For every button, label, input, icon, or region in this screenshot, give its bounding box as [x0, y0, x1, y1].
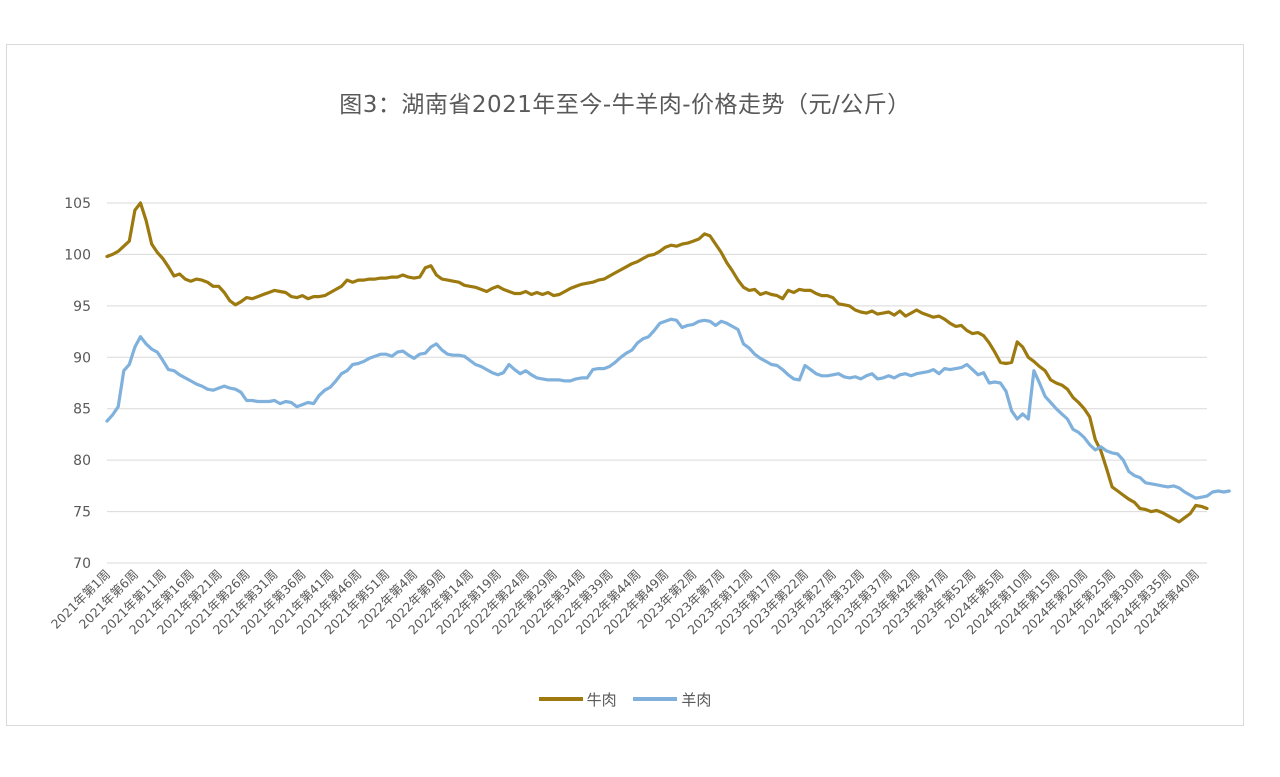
y-tick-label: 75: [73, 505, 91, 521]
legend: 牛肉 羊肉: [7, 687, 1243, 710]
series-line-mutton: [105, 317, 1231, 500]
series-lines: [105, 201, 1231, 524]
chart-title: 图3：湖南省2021年至今-牛羊肉-价格走势（元/公斤）: [339, 92, 911, 118]
legend-item-beef[interactable]: 牛肉: [538, 689, 617, 710]
y-axis-ticks: 70 75 80 85 90 95 100 105: [64, 196, 91, 572]
y-tick-label: 105: [64, 196, 91, 212]
y-tick-label: 70: [73, 556, 91, 572]
legend-swatch-mutton: [633, 697, 678, 701]
grid-lines: [107, 202, 1207, 564]
legend-label-mutton: 羊肉: [681, 690, 712, 709]
y-tick-label: 85: [73, 402, 91, 418]
y-tick-label: 90: [73, 350, 91, 366]
x-axis-ticks: 2021年第1周2021年第6周2021年第11周2021年第16周2021年第…: [48, 567, 1202, 638]
legend-item-mutton[interactable]: 羊肉: [633, 689, 711, 710]
line-chart: 70 75 80 85 90 95 100 105 2021年第1周2021年第6周2021年…: [48, 196, 1231, 638]
y-tick-label: 80: [73, 453, 91, 469]
y-tick-label: 95: [73, 299, 91, 315]
legend-label-beef: 牛肉: [586, 690, 617, 709]
y-tick-label: 100: [64, 247, 91, 263]
legend-swatch-beef: [538, 697, 583, 701]
chart-frame: 图3：湖南省2021年至今-牛羊肉-价格走势（元/公斤） 70 75 80 85 90 9…: [6, 44, 1244, 726]
series-line-beef: [105, 201, 1209, 524]
